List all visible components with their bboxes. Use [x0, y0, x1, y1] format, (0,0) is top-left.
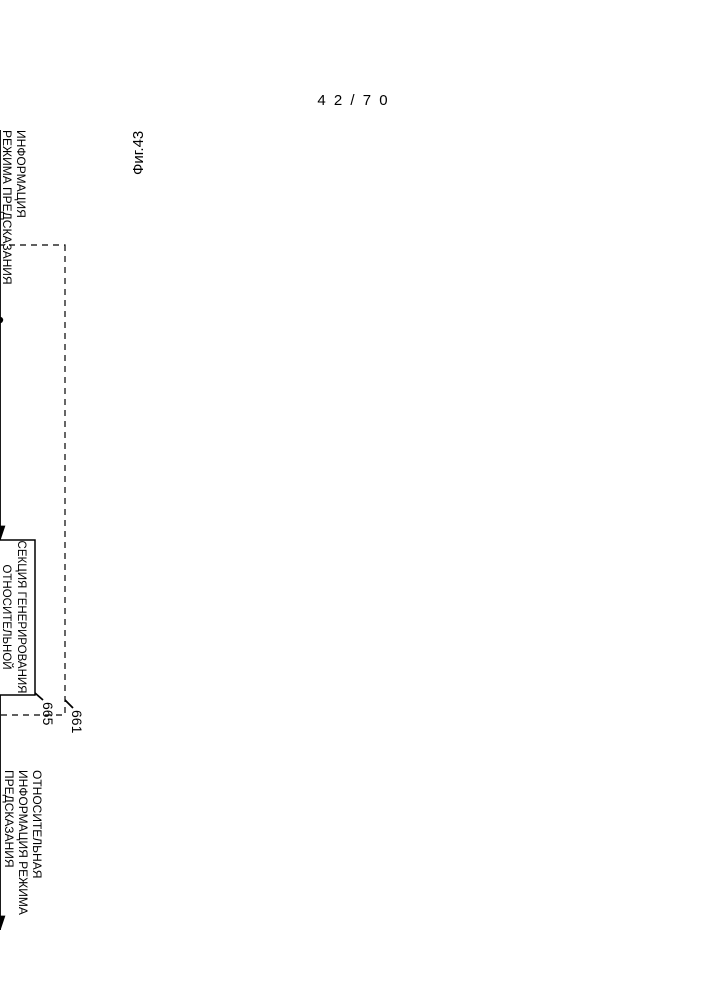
output-label-line1: ОТНОСИТЕЛЬНАЯ — [30, 770, 44, 878]
input-label-line2: РЕЖИМА ПРЕДСКАЗАНИЯ — [0, 130, 14, 285]
output-label-line3: ПРЕДСКАЗАНИЯ — [2, 770, 16, 868]
ref-leader-665 — [35, 693, 43, 700]
node-665-line2: ОТНОСИТЕЛЬНОЙ — [0, 564, 13, 669]
node-665-line1: СЕКЦИЯ ГЕНЕРИРОВАНИЯ — [15, 541, 27, 694]
page-number: 4 2 / 7 0 — [0, 92, 707, 109]
input-label-line1: ИНФОРМАЦИЯ — [14, 130, 28, 218]
ref-665: 665 — [40, 702, 56, 726]
ref-661: 661 — [69, 710, 85, 734]
ref-leader-661 — [65, 700, 73, 708]
junction-dot — [0, 317, 3, 323]
page: 4 2 / 7 0 Фиг.43 661 — [0, 0, 707, 1000]
diagram-rotated-container: 661 СЕКЦИЯ СОХРАНЕНИЯ 662 СЕКЦИЯ — [0, 130, 95, 930]
output-label-line2: ИНФОРМАЦИЯ РЕЖИМА — [16, 770, 30, 915]
diagram-svg: 661 СЕКЦИЯ СОХРАНЕНИЯ 662 СЕКЦИЯ — [0, 130, 95, 930]
figure-label: Фиг.43 — [130, 131, 147, 175]
